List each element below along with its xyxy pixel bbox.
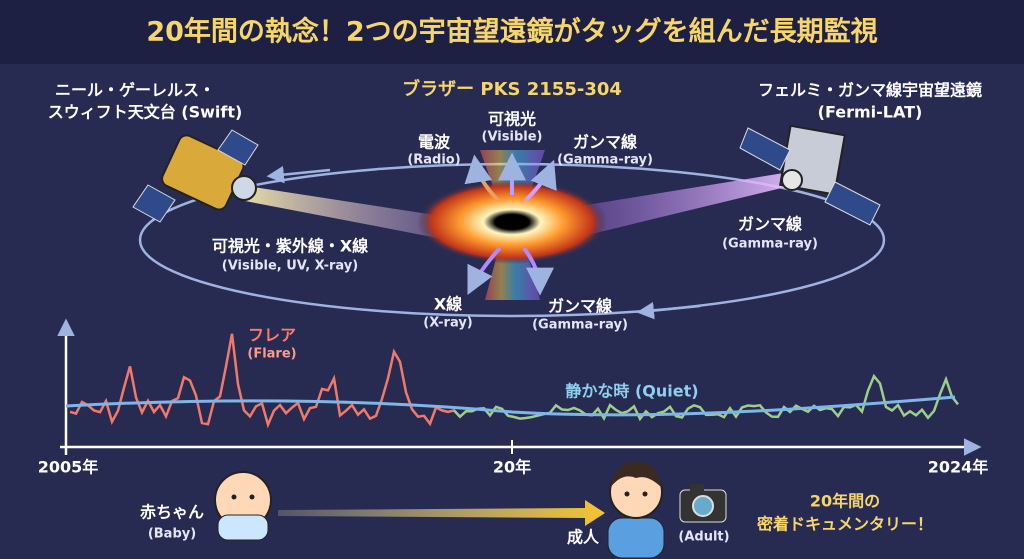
baby-icon [214,471,272,541]
documentary: 密着ドキュメンタリー！ [756,515,933,534]
fermi-beam-label: ガンマ線 [738,215,802,234]
emission-label: (Radio) [407,153,460,168]
light-curve-segment [453,373,959,422]
documentary: 20年間の [810,492,880,511]
light-curve-segment [69,333,461,429]
emission-label: X線 [434,295,462,314]
emission-arrow [464,154,500,202]
adult-label: (Adult) [678,530,729,545]
growth-arrow [278,500,605,526]
emission-label: 可視光 [488,110,536,129]
baby-label: 赤ちゃん [140,503,204,522]
swift-name: スウィフト天文台 (Swift) [48,103,243,122]
timeline-label: 2024年 [928,458,989,477]
emission-label: (X-ray) [423,316,473,331]
emission-label: (Gamma-ray) [532,318,628,333]
emission-arrow [467,246,502,296]
black-hole [417,180,607,264]
timeline-label: 2005年 [38,458,99,477]
emission-arrow [524,159,557,202]
swift-satellite [132,129,259,223]
emission-label: 電波 [418,133,451,152]
emission-label: ガンマ線 [573,133,637,152]
blazar-name: ブラザー PKS 2155-304 [402,78,622,100]
swift-name: ニール・ゲーレルス・ [55,81,215,100]
flare-label: フレア [248,326,296,345]
fermi-beam-label: (Gamma-ray) [722,237,818,252]
swift-beam-label: (Visible, UV, X-ray) [222,259,358,274]
orbit-arrow [636,301,701,320]
emission-arrow [522,246,554,296]
camera-icon [679,484,727,523]
title: 20年間の執念！2つの宇宙望遠鏡がタッグを組んだ長期監視 [146,16,877,48]
timeline-label: 20年 [493,458,531,477]
fermi-name: フェルミ・ガンマ線宇宙望遠鏡 [758,81,982,100]
fermi-name: (Fermi-LAT) [818,103,923,122]
swift-beam-label: 可視光・紫外線・X線 [212,237,368,256]
adult-icon [607,462,665,559]
orbit-arrow [266,165,331,184]
baseline [65,395,956,417]
quiet-label: 静かな時 (Quiet) [565,382,698,401]
baby-label: (Baby) [148,527,196,542]
adult-label: 成人 [567,528,600,547]
title-bar [0,0,1024,64]
emission-label: ガンマ線 [548,297,612,316]
emission-label: (Visible) [482,130,543,145]
light-curve [69,333,959,429]
emission-label: (Gamma-ray) [557,153,653,168]
flare-label: (Flare) [247,347,296,362]
fermi-satellite [739,124,881,226]
